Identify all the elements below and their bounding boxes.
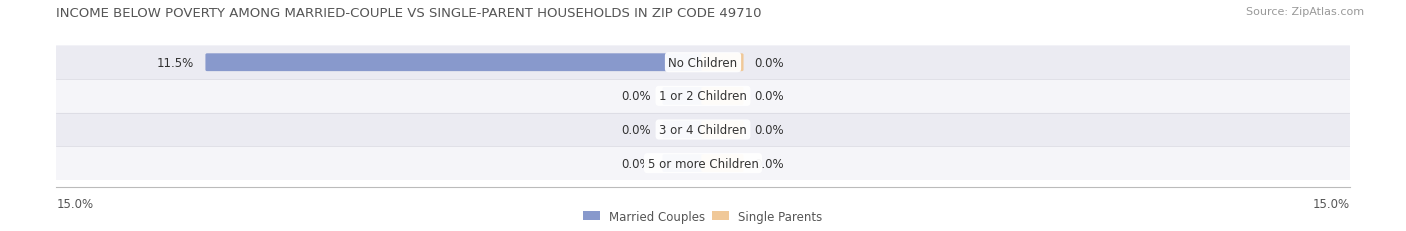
Text: 11.5%: 11.5% — [157, 56, 194, 70]
FancyBboxPatch shape — [205, 54, 704, 72]
FancyBboxPatch shape — [662, 88, 704, 105]
FancyBboxPatch shape — [702, 155, 744, 172]
Text: 0.0%: 0.0% — [755, 123, 785, 137]
Text: 15.0%: 15.0% — [1313, 197, 1350, 210]
Text: 0.0%: 0.0% — [621, 157, 651, 170]
Text: INCOME BELOW POVERTY AMONG MARRIED-COUPLE VS SINGLE-PARENT HOUSEHOLDS IN ZIP COD: INCOME BELOW POVERTY AMONG MARRIED-COUPL… — [56, 7, 762, 20]
FancyBboxPatch shape — [702, 54, 744, 72]
Text: 3 or 4 Children: 3 or 4 Children — [659, 123, 747, 137]
Legend: Married Couples, Single Parents: Married Couples, Single Parents — [583, 210, 823, 223]
Text: 0.0%: 0.0% — [755, 157, 785, 170]
FancyBboxPatch shape — [662, 155, 704, 172]
FancyBboxPatch shape — [55, 113, 1351, 147]
FancyBboxPatch shape — [702, 121, 744, 139]
FancyBboxPatch shape — [55, 147, 1351, 180]
FancyBboxPatch shape — [702, 88, 744, 105]
Text: 0.0%: 0.0% — [755, 90, 785, 103]
FancyBboxPatch shape — [55, 46, 1351, 80]
Text: Source: ZipAtlas.com: Source: ZipAtlas.com — [1246, 7, 1364, 17]
Text: No Children: No Children — [668, 56, 738, 70]
Text: 0.0%: 0.0% — [621, 123, 651, 137]
Text: 0.0%: 0.0% — [755, 56, 785, 70]
Text: 15.0%: 15.0% — [56, 197, 93, 210]
FancyBboxPatch shape — [55, 80, 1351, 113]
FancyBboxPatch shape — [662, 121, 704, 139]
Text: 5 or more Children: 5 or more Children — [648, 157, 758, 170]
Text: 1 or 2 Children: 1 or 2 Children — [659, 90, 747, 103]
Text: 0.0%: 0.0% — [621, 90, 651, 103]
